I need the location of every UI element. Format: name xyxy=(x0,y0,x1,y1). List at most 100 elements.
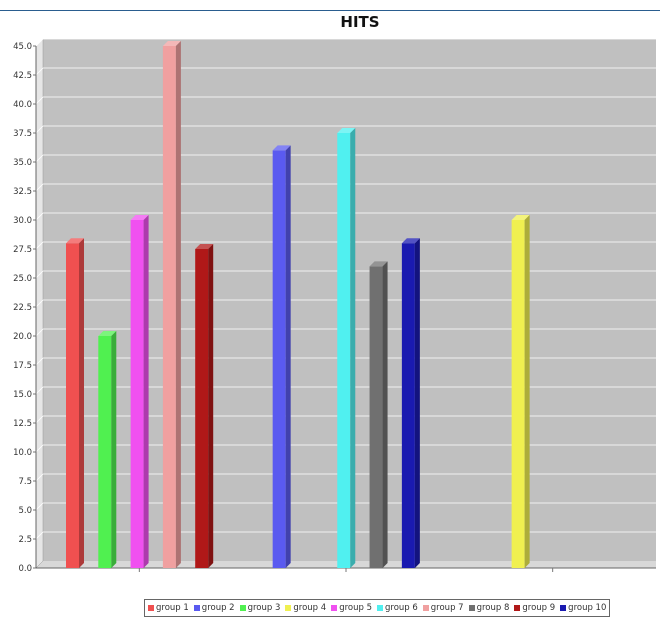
plot-area: 0.0 2.5 5.0 7.5 10.0 12.5 15.0 17.5 20.0 22.5 25.0… xyxy=(13,38,656,574)
bar-side xyxy=(111,331,117,568)
legend-item: group 5 xyxy=(331,603,372,613)
grid-line-side xyxy=(35,154,44,163)
legend-label: group 4 xyxy=(293,603,327,613)
grid-line-side xyxy=(35,38,44,47)
y-tick-label: 37.5 xyxy=(13,129,32,139)
grid-line-side xyxy=(35,183,44,192)
legend-item: group 4 xyxy=(285,603,326,613)
y-tick-label: 45.0 xyxy=(13,42,32,52)
bar xyxy=(369,266,383,568)
legend-item: group 9 xyxy=(514,603,555,613)
bar xyxy=(162,46,176,568)
y-tick-label: 22.5 xyxy=(13,303,32,313)
legend-label: group 1 xyxy=(156,603,189,613)
bar xyxy=(66,243,79,568)
legend-swatch xyxy=(376,605,383,611)
y-tick-label: 20.0 xyxy=(13,332,32,342)
grid-line-side xyxy=(35,386,44,395)
y-tick-label: 12.5 xyxy=(13,419,32,429)
bar xyxy=(195,249,209,568)
legend-label: group 3 xyxy=(247,603,281,613)
y-tick-label: 10.0 xyxy=(13,448,32,458)
grid-line-side xyxy=(35,328,44,337)
grid-line-side xyxy=(35,531,44,540)
legend-item: group 6 xyxy=(376,603,418,613)
y-tick-label: 7.5 xyxy=(18,477,32,487)
legend-item: group 2 xyxy=(193,603,235,613)
grid-line-side xyxy=(35,444,44,453)
legend-swatch xyxy=(422,605,429,611)
bar-top xyxy=(98,331,117,336)
bar xyxy=(401,243,415,568)
legend-swatch xyxy=(193,605,200,611)
bar-top xyxy=(272,145,291,151)
bar-top xyxy=(337,128,356,133)
bar-side xyxy=(285,145,291,568)
legend-label: group 2 xyxy=(201,603,235,613)
grid-line-side xyxy=(35,270,44,279)
grid-line-side xyxy=(35,67,44,76)
bar-side xyxy=(382,261,388,568)
bar-top xyxy=(162,41,181,46)
grid-line-side xyxy=(35,125,44,134)
bar-side xyxy=(414,238,420,568)
bar-side xyxy=(208,244,214,568)
legend-label: group 9 xyxy=(522,603,556,613)
y-tick-label: 17.5 xyxy=(13,361,32,371)
legend-item: group 7 xyxy=(422,603,464,613)
y-tick-label: 0.0 xyxy=(18,564,32,574)
grid-line-side xyxy=(35,473,44,482)
bar-side xyxy=(79,238,84,568)
legend-item: group 8 xyxy=(468,603,510,613)
grid-line-side xyxy=(35,299,44,308)
grid-line-side xyxy=(35,357,44,366)
y-tick-label: 35.0 xyxy=(13,158,32,168)
bar-top xyxy=(195,244,214,249)
legend-item: group 10 xyxy=(560,603,606,613)
legend-swatch xyxy=(239,605,246,611)
y-tick-label: 5.0 xyxy=(18,506,32,516)
legend-swatch xyxy=(560,605,567,611)
grid-line-side xyxy=(35,96,44,105)
legend-item: group 1 xyxy=(148,603,189,613)
bar xyxy=(130,220,144,568)
bar-top xyxy=(130,215,149,220)
grid-line-side xyxy=(35,212,44,221)
y-tick-label: 32.5 xyxy=(13,187,32,197)
legend-label: group 8 xyxy=(476,603,510,613)
legend-swatch xyxy=(331,605,338,611)
legend-label: group 10 xyxy=(568,603,607,613)
bar-top xyxy=(401,238,420,244)
grid-line-side xyxy=(35,502,44,511)
bar-side xyxy=(143,215,149,568)
y-tick-label: 42.5 xyxy=(13,71,32,81)
bar-top xyxy=(511,215,530,220)
chart-title: HITS xyxy=(340,13,380,31)
legend-swatch xyxy=(285,605,292,611)
legend-swatch xyxy=(468,605,475,611)
bar-top xyxy=(66,238,84,244)
bar xyxy=(511,220,525,568)
y-tick-label: 30.0 xyxy=(13,216,32,226)
legend-label: group 6 xyxy=(384,603,418,613)
y-tick-label: 40.0 xyxy=(13,100,32,110)
y-tick-label: 2.5 xyxy=(18,535,32,545)
legend-swatch xyxy=(514,605,521,611)
bar-top xyxy=(369,261,388,267)
legend-label: group 5 xyxy=(339,603,372,613)
bar-side xyxy=(350,128,356,568)
legend-label: group 7 xyxy=(430,603,464,613)
y-tick-label: 15.0 xyxy=(13,390,32,400)
grid-line-side xyxy=(35,241,44,250)
y-tick-label: 25.0 xyxy=(13,274,32,284)
legend: group 1 group 2 group 3 group 4 group 5 group… xyxy=(144,599,611,617)
bar-side xyxy=(175,41,181,568)
bar xyxy=(98,336,112,568)
bar xyxy=(337,133,351,568)
bar xyxy=(272,150,286,568)
y-tick-label: 27.5 xyxy=(13,245,32,255)
grid-line-side xyxy=(35,415,44,424)
bar-side xyxy=(524,215,530,568)
legend-swatch xyxy=(148,605,154,611)
